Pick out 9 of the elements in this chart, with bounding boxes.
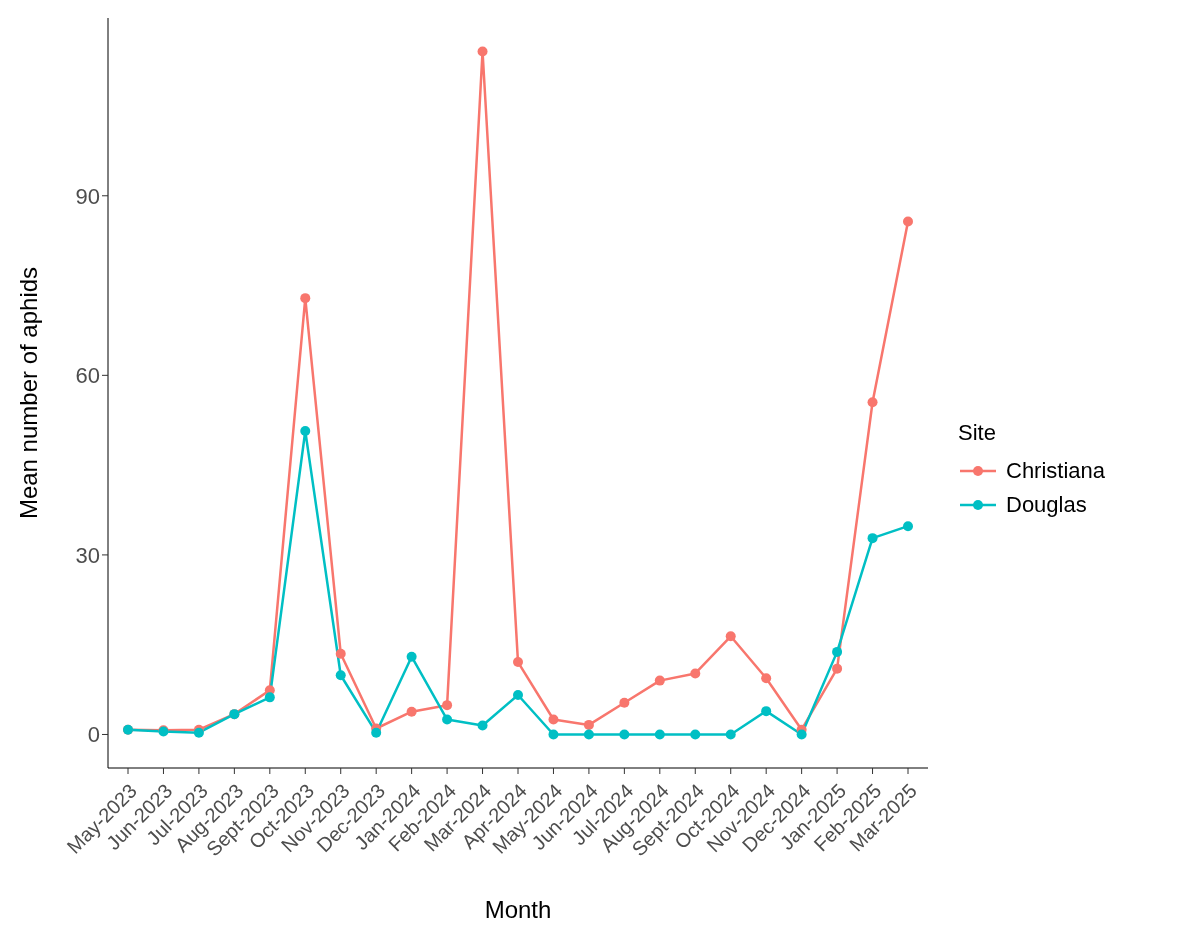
y-tick-label: 30 — [75, 542, 100, 568]
y-tick-label: 0 — [87, 722, 100, 748]
y-tick-label: 90 — [75, 183, 100, 209]
x-axis-title: Month — [484, 896, 552, 923]
y-axis-title: Mean number of aphids — [14, 266, 42, 520]
legend-title: Site — [958, 420, 997, 446]
y-tick-label: 60 — [75, 363, 100, 389]
legend-label: Douglas — [1006, 492, 1087, 518]
legend-label: Christiana — [1006, 458, 1106, 484]
